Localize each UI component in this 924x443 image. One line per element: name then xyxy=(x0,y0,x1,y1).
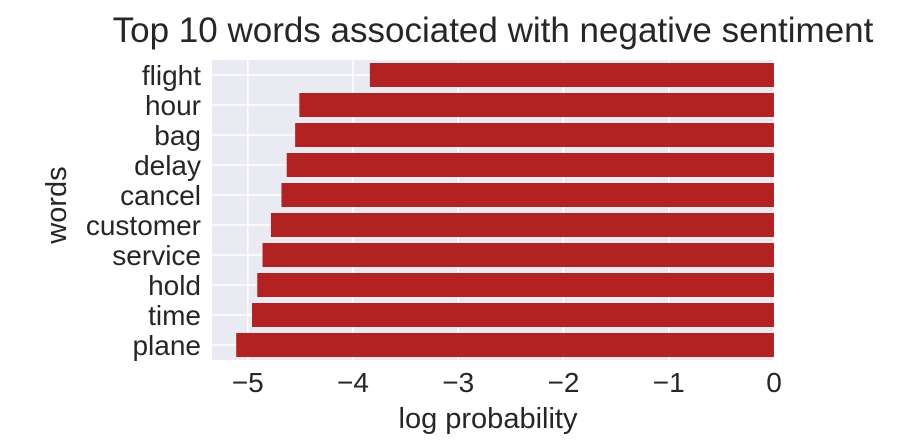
y-tick-label: cancel xyxy=(120,180,201,211)
x-tick-labels: −5 −4 −3 −2 −1 0 xyxy=(232,367,782,398)
y-tick-label: hold xyxy=(148,270,201,301)
y-tick-label: flight xyxy=(142,60,201,91)
bar-delay xyxy=(286,153,774,177)
x-tick-label: −1 xyxy=(653,367,685,398)
y-tick-labels: flighthourbagdelaycancelcustomerserviceh… xyxy=(86,60,201,361)
bar-hour xyxy=(299,93,774,117)
bars-layer xyxy=(236,63,775,357)
bar-plane xyxy=(236,333,774,357)
bar-bag xyxy=(295,123,774,147)
x-tick-label: −3 xyxy=(442,367,474,398)
x-axis-label: log probability xyxy=(399,403,578,435)
y-tick-label: plane xyxy=(132,330,201,361)
x-tick-label: 0 xyxy=(766,367,782,398)
bar-customer xyxy=(270,213,774,237)
bar-service xyxy=(262,243,774,267)
y-tick-label: customer xyxy=(86,210,201,241)
bar-time xyxy=(251,303,775,327)
x-tick-label: −4 xyxy=(337,367,369,398)
y-tick-label: bag xyxy=(154,120,201,151)
bar-flight xyxy=(369,63,774,87)
x-tick-label: −2 xyxy=(548,367,580,398)
bar-hold xyxy=(257,273,775,297)
y-tick-label: delay xyxy=(134,150,201,181)
y-tick-label: hour xyxy=(145,90,201,121)
chart-title: Top 10 words associated with negative se… xyxy=(113,11,874,50)
y-tick-label: service xyxy=(112,240,201,271)
x-tick-label: −5 xyxy=(232,367,264,398)
y-axis-label: words xyxy=(41,166,73,244)
y-tick-label: time xyxy=(148,300,201,331)
bar-cancel xyxy=(281,183,774,207)
